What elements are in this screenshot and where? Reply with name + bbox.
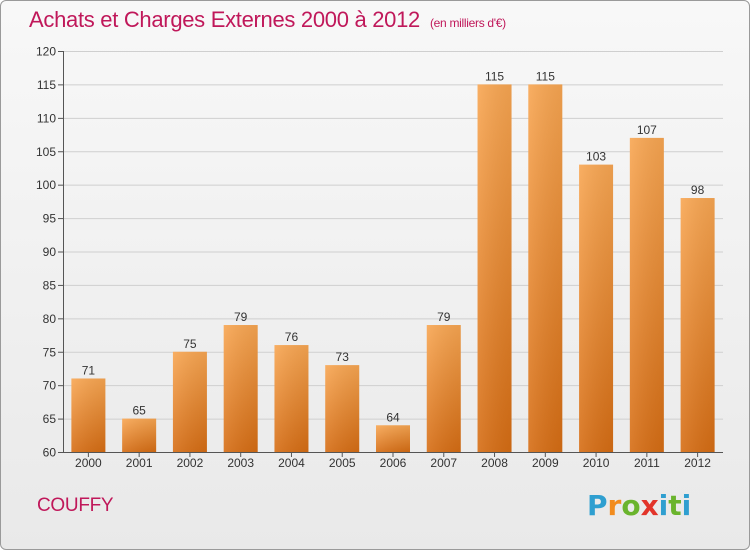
data-label-2007: 79 <box>437 310 451 324</box>
data-label-2008: 115 <box>485 69 504 83</box>
bar-shade-2007 <box>426 325 461 452</box>
y-tick-label: 85 <box>43 278 57 292</box>
data-label-2005: 73 <box>336 350 350 364</box>
bar-shade-2010 <box>579 164 614 452</box>
data-label-2009: 115 <box>536 69 555 83</box>
bar-shade-2000 <box>71 378 106 452</box>
bar-shade-2001 <box>122 418 157 452</box>
y-tick-label: 120 <box>36 45 56 59</box>
x-tick-label-2007: 2007 <box>430 456 457 470</box>
y-tick-label: 80 <box>43 312 57 326</box>
x-tick-label-2006: 2006 <box>380 456 407 470</box>
y-tick-label: 115 <box>37 78 56 92</box>
y-tick-label: 100 <box>36 178 56 192</box>
data-label-2011: 107 <box>637 123 657 137</box>
x-tick-label-2000: 2000 <box>75 456 102 470</box>
y-tick-label: 65 <box>43 412 57 426</box>
bar-shade-2009 <box>528 84 563 453</box>
x-tick-label-2010: 2010 <box>583 456 610 470</box>
y-tick-label: 60 <box>43 446 57 460</box>
data-label-2002: 75 <box>183 337 197 351</box>
commune-name: COUFFY <box>37 495 114 516</box>
bar-shade-2002 <box>172 351 207 452</box>
data-label-2006: 64 <box>386 410 400 424</box>
y-tick-label: 90 <box>43 245 57 259</box>
x-tick-label-2011: 2011 <box>634 456 660 470</box>
labels: 60 65 70 75 80 85 90 95 100 105 110 115 120 2000 71 200… <box>36 45 711 471</box>
axes <box>58 51 723 457</box>
grid-lines <box>63 51 723 453</box>
data-label-2010: 103 <box>586 150 606 164</box>
chart-title: Achats et Charges Externes 2000 à 2012 (e… <box>29 7 506 32</box>
bar-shade-2005 <box>325 365 360 452</box>
x-tick-label-2001: 2001 <box>126 456 153 470</box>
y-tick-label: 95 <box>43 212 57 226</box>
y-tick-label: 70 <box>43 379 57 393</box>
data-label-2000: 71 <box>82 363 96 377</box>
bar-shade-2012 <box>680 198 715 452</box>
data-label-2012: 98 <box>691 183 705 197</box>
x-tick-label-2009: 2009 <box>532 456 559 470</box>
bars <box>71 84 715 453</box>
bar-shade-2008 <box>477 84 512 453</box>
bar-shade-2006 <box>376 425 410 452</box>
x-tick-label-2008: 2008 <box>481 456 508 470</box>
y-tick-label: 75 <box>43 345 57 359</box>
data-label-2001: 65 <box>132 404 146 418</box>
x-tick-label-2003: 2003 <box>227 456 254 470</box>
bar-shade-2003 <box>223 325 258 452</box>
data-label-2003: 79 <box>234 310 248 324</box>
y-tick-label: 110 <box>37 111 56 125</box>
chart-subtitle: (en milliers d'€) <box>429 16 506 30</box>
x-tick-label-2012: 2012 <box>684 456 711 470</box>
x-tick-label-2005: 2005 <box>329 456 356 470</box>
proxiti-logo: Proxiti <box>587 489 692 522</box>
bar-shade-2004 <box>274 345 309 452</box>
bar-shade-2011 <box>629 137 664 452</box>
x-tick-label-2002: 2002 <box>177 456 204 470</box>
y-tick-label: 105 <box>36 145 56 159</box>
x-tick-label-2004: 2004 <box>278 456 305 470</box>
data-label-2004: 76 <box>285 330 299 344</box>
